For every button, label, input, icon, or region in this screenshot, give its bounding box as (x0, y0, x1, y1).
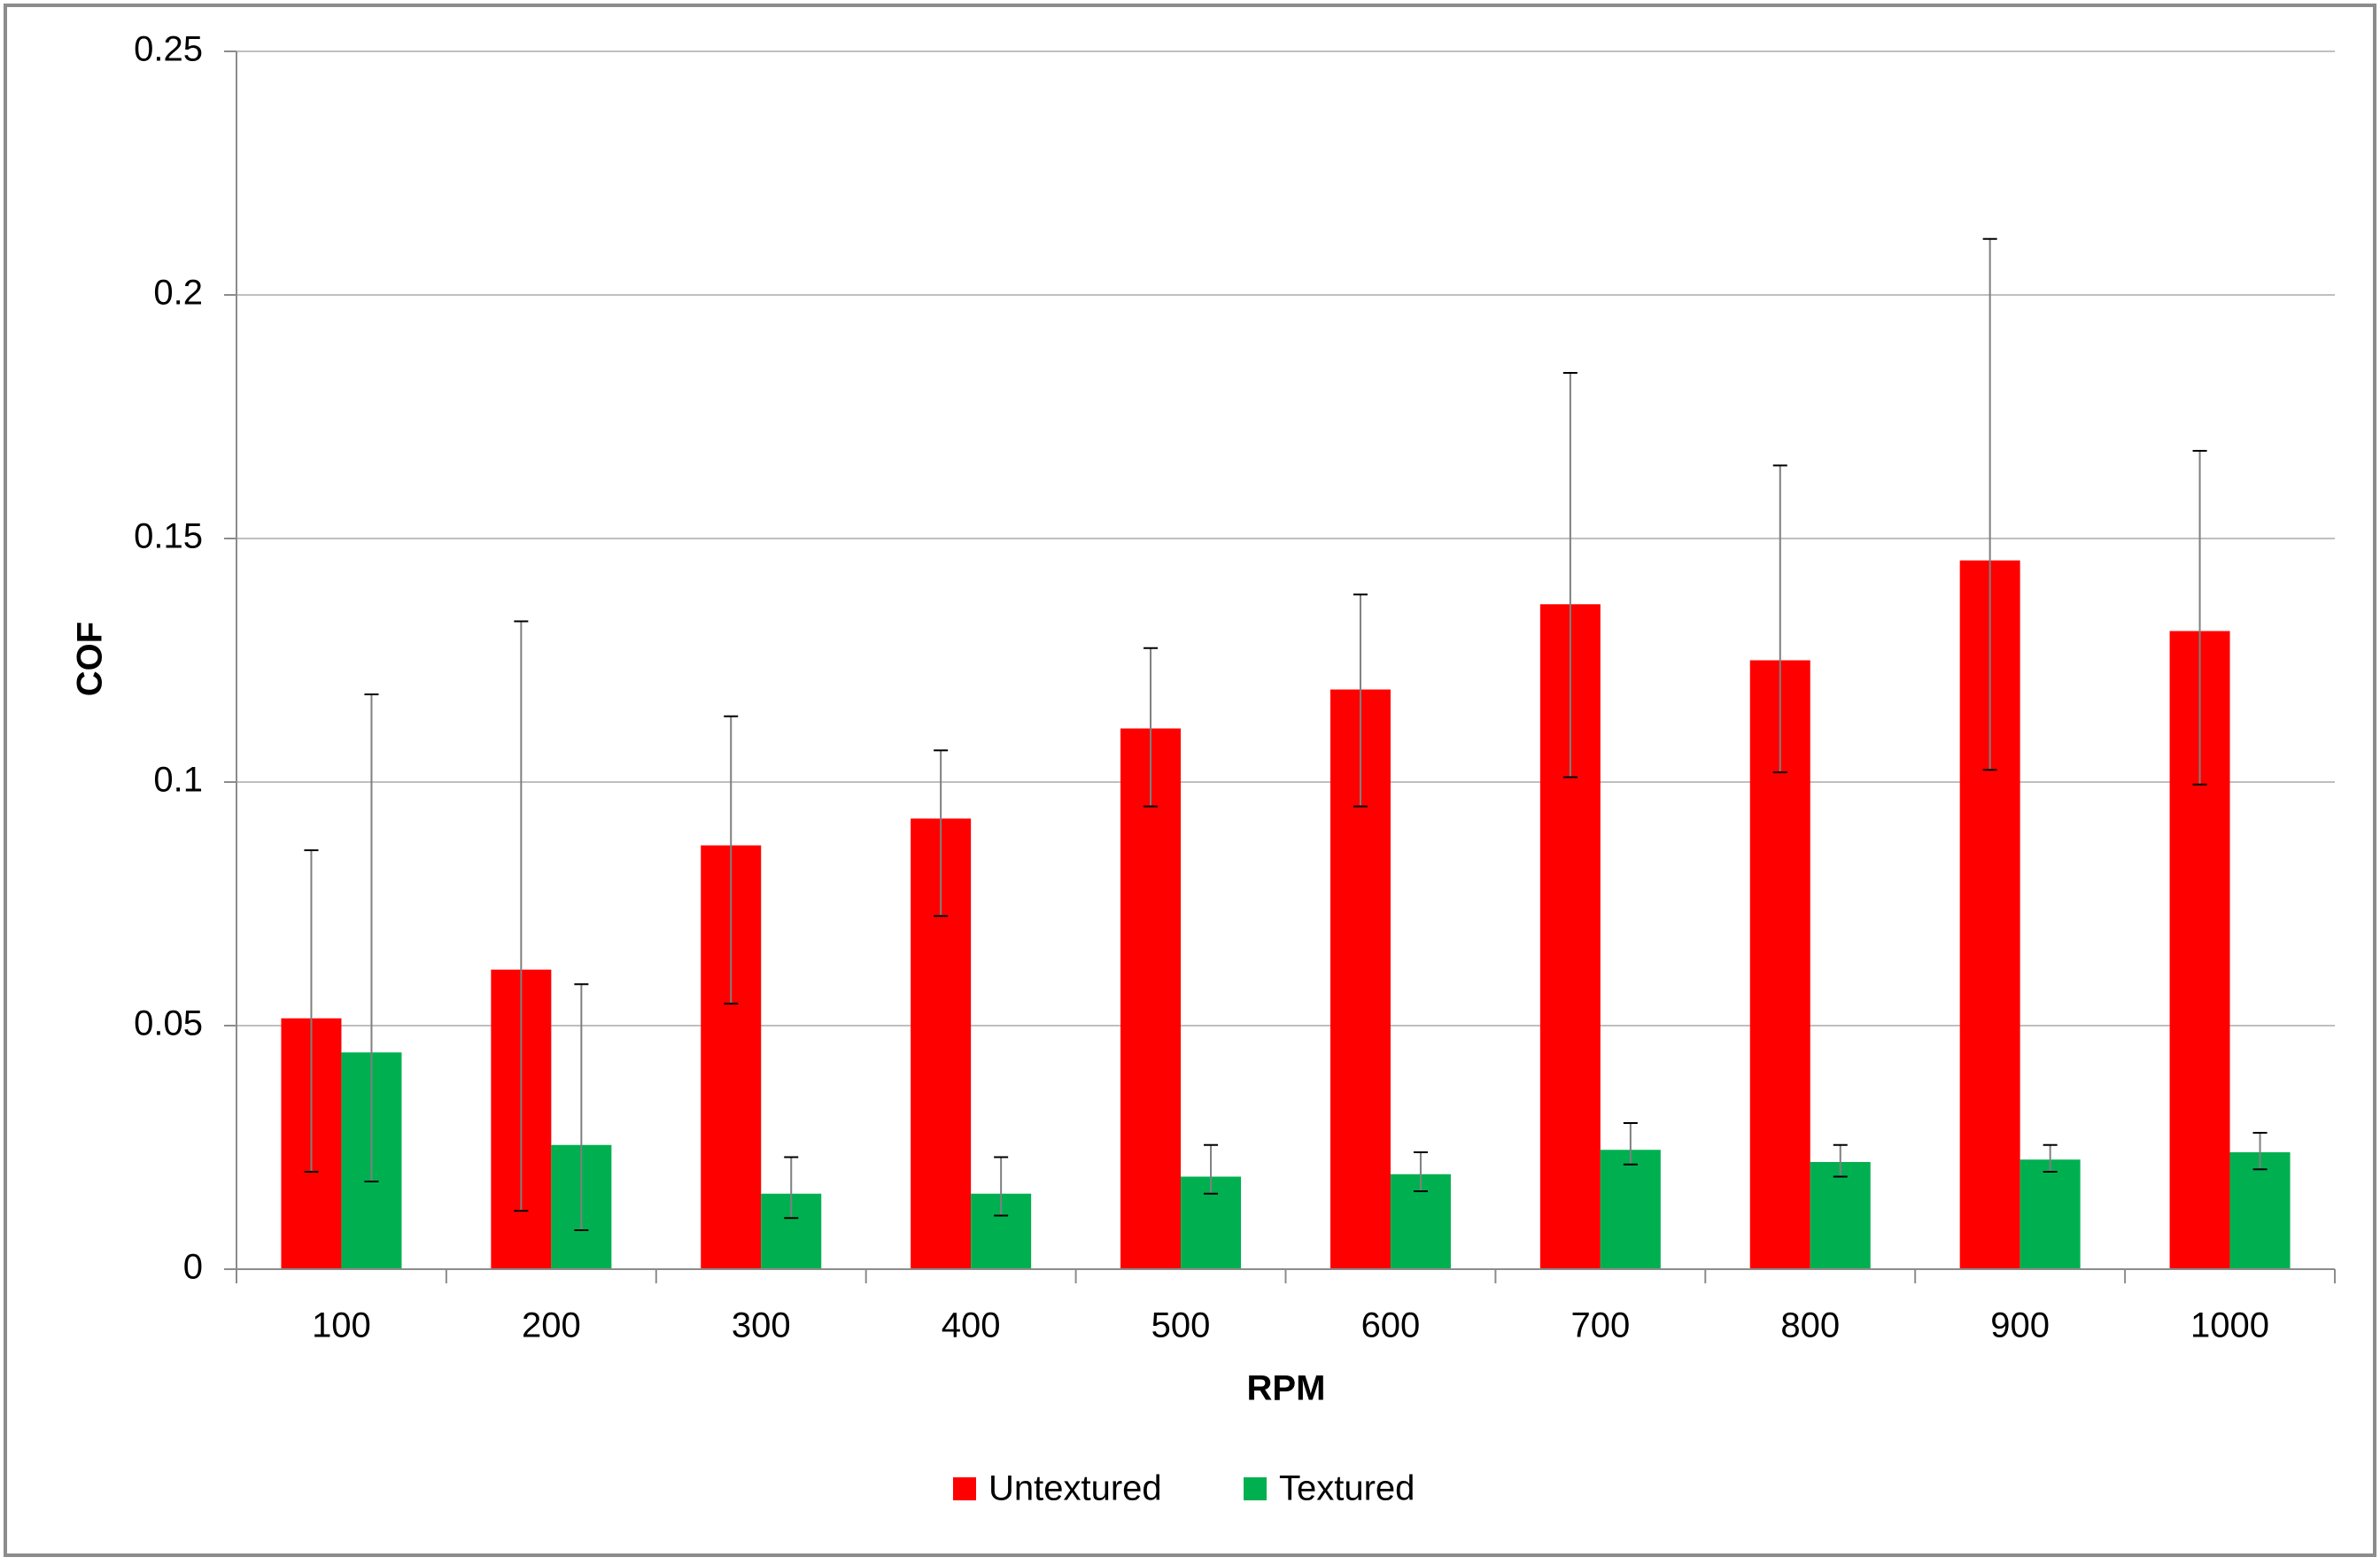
axes (224, 50, 2336, 1283)
x-axis-title: RPM (1247, 1369, 1326, 1408)
x-tick-label: 200 (522, 1306, 581, 1345)
x-tick-label: 100 (312, 1306, 371, 1345)
y-tick-label: 0.15 (134, 517, 203, 556)
x-tick-label: 300 (732, 1306, 791, 1345)
bar-textured-1000 (2229, 1152, 2291, 1269)
y-tick-label: 0.25 (134, 30, 203, 69)
x-tick-label: 1000 (2190, 1306, 2269, 1345)
bar-textured-900 (2020, 1159, 2081, 1269)
x-tick-label: 400 (942, 1306, 1001, 1345)
y-axis-title: COF (71, 622, 110, 696)
y-tick-label: 0.05 (134, 1004, 203, 1043)
legend-label-untextured: Untextured (988, 1469, 1162, 1508)
legend-swatch-untextured (953, 1477, 976, 1500)
x-tick-label: 800 (1780, 1306, 1840, 1345)
bar-untextured-500 (1120, 728, 1182, 1269)
y-tick-label: 0 (183, 1248, 203, 1287)
x-tick-label: 700 (1570, 1306, 1630, 1345)
y-tick-label: 0.1 (153, 761, 203, 800)
legend-swatch-textured (1244, 1477, 1267, 1500)
error-bars (304, 237, 2268, 1231)
x-tick-label: 600 (1361, 1306, 1421, 1345)
legend-label-textured: Textured (1279, 1469, 1415, 1508)
y-tick-label: 0.2 (153, 274, 203, 313)
tick-labels: 0 0.05 0.1 0.15 0.2 0.25 100 200 300 400 500 600 700… (134, 30, 2269, 1345)
x-tick-label: 900 (1990, 1306, 2050, 1345)
legend: Untextured Textured (953, 1469, 1415, 1508)
bar-textured-700 (1600, 1150, 1661, 1269)
bar-textured-800 (1810, 1162, 1871, 1269)
x-tick-label: 500 (1151, 1306, 1211, 1345)
